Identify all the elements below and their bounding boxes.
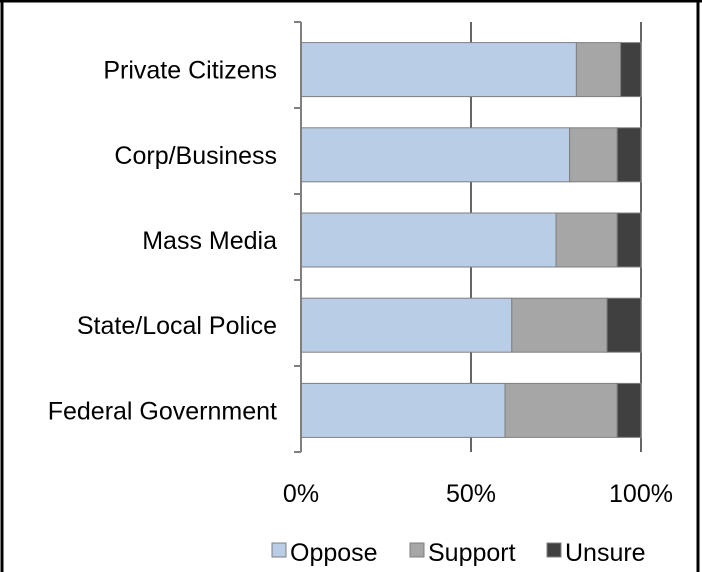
bar-state-local-police-unsure: [606, 297, 642, 353]
category-label-corp-business: Corp/Business: [114, 142, 277, 170]
bar-corp-business-oppose: [300, 127, 571, 183]
bars: [300, 42, 642, 438]
legend: Oppose Support Unsure: [271, 539, 646, 567]
bar-federal-government-unsure: [616, 382, 642, 438]
legend-swatch-oppose: [271, 542, 287, 558]
bar-mass-media-oppose: [300, 212, 557, 268]
bar-federal-government-support: [504, 382, 618, 438]
legend-swatch-unsure: [546, 542, 562, 558]
category-label-federal-government: Federal Government: [48, 397, 277, 425]
legend-label-unsure: Unsure: [565, 539, 646, 567]
category-label-state-local-police: State/Local Police: [77, 312, 277, 340]
category-label-private-citizens: Private Citizens: [103, 57, 277, 85]
bar-private-citizens-support: [575, 42, 622, 98]
bar-state-local-police-support: [511, 297, 608, 353]
legend-label-support: Support: [428, 539, 516, 567]
bar-mass-media-unsure: [616, 212, 642, 268]
x-tick-label-0: 0%: [283, 480, 319, 508]
bar-state-local-police-oppose: [300, 297, 513, 353]
category-axis: [294, 21, 302, 453]
x-tick-labels: 0% 50% 100%: [283, 480, 673, 508]
legend-swatch-support: [409, 542, 425, 558]
bar-corp-business-support: [569, 127, 618, 183]
legend-label-oppose: Oppose: [290, 539, 378, 567]
bar-mass-media-support: [555, 212, 618, 268]
category-label-mass-media: Mass Media: [142, 227, 277, 255]
x-tick-label-50: 50%: [446, 480, 496, 508]
bar-private-citizens-oppose: [300, 42, 577, 98]
x-tick-label-100: 100%: [609, 480, 673, 508]
category-labels: Private Citizens Corp/Business Mass Media S…: [48, 57, 277, 426]
bar-private-citizens-unsure: [620, 42, 642, 98]
bar-federal-government-oppose: [300, 382, 506, 438]
bar-corp-business-unsure: [616, 127, 642, 183]
